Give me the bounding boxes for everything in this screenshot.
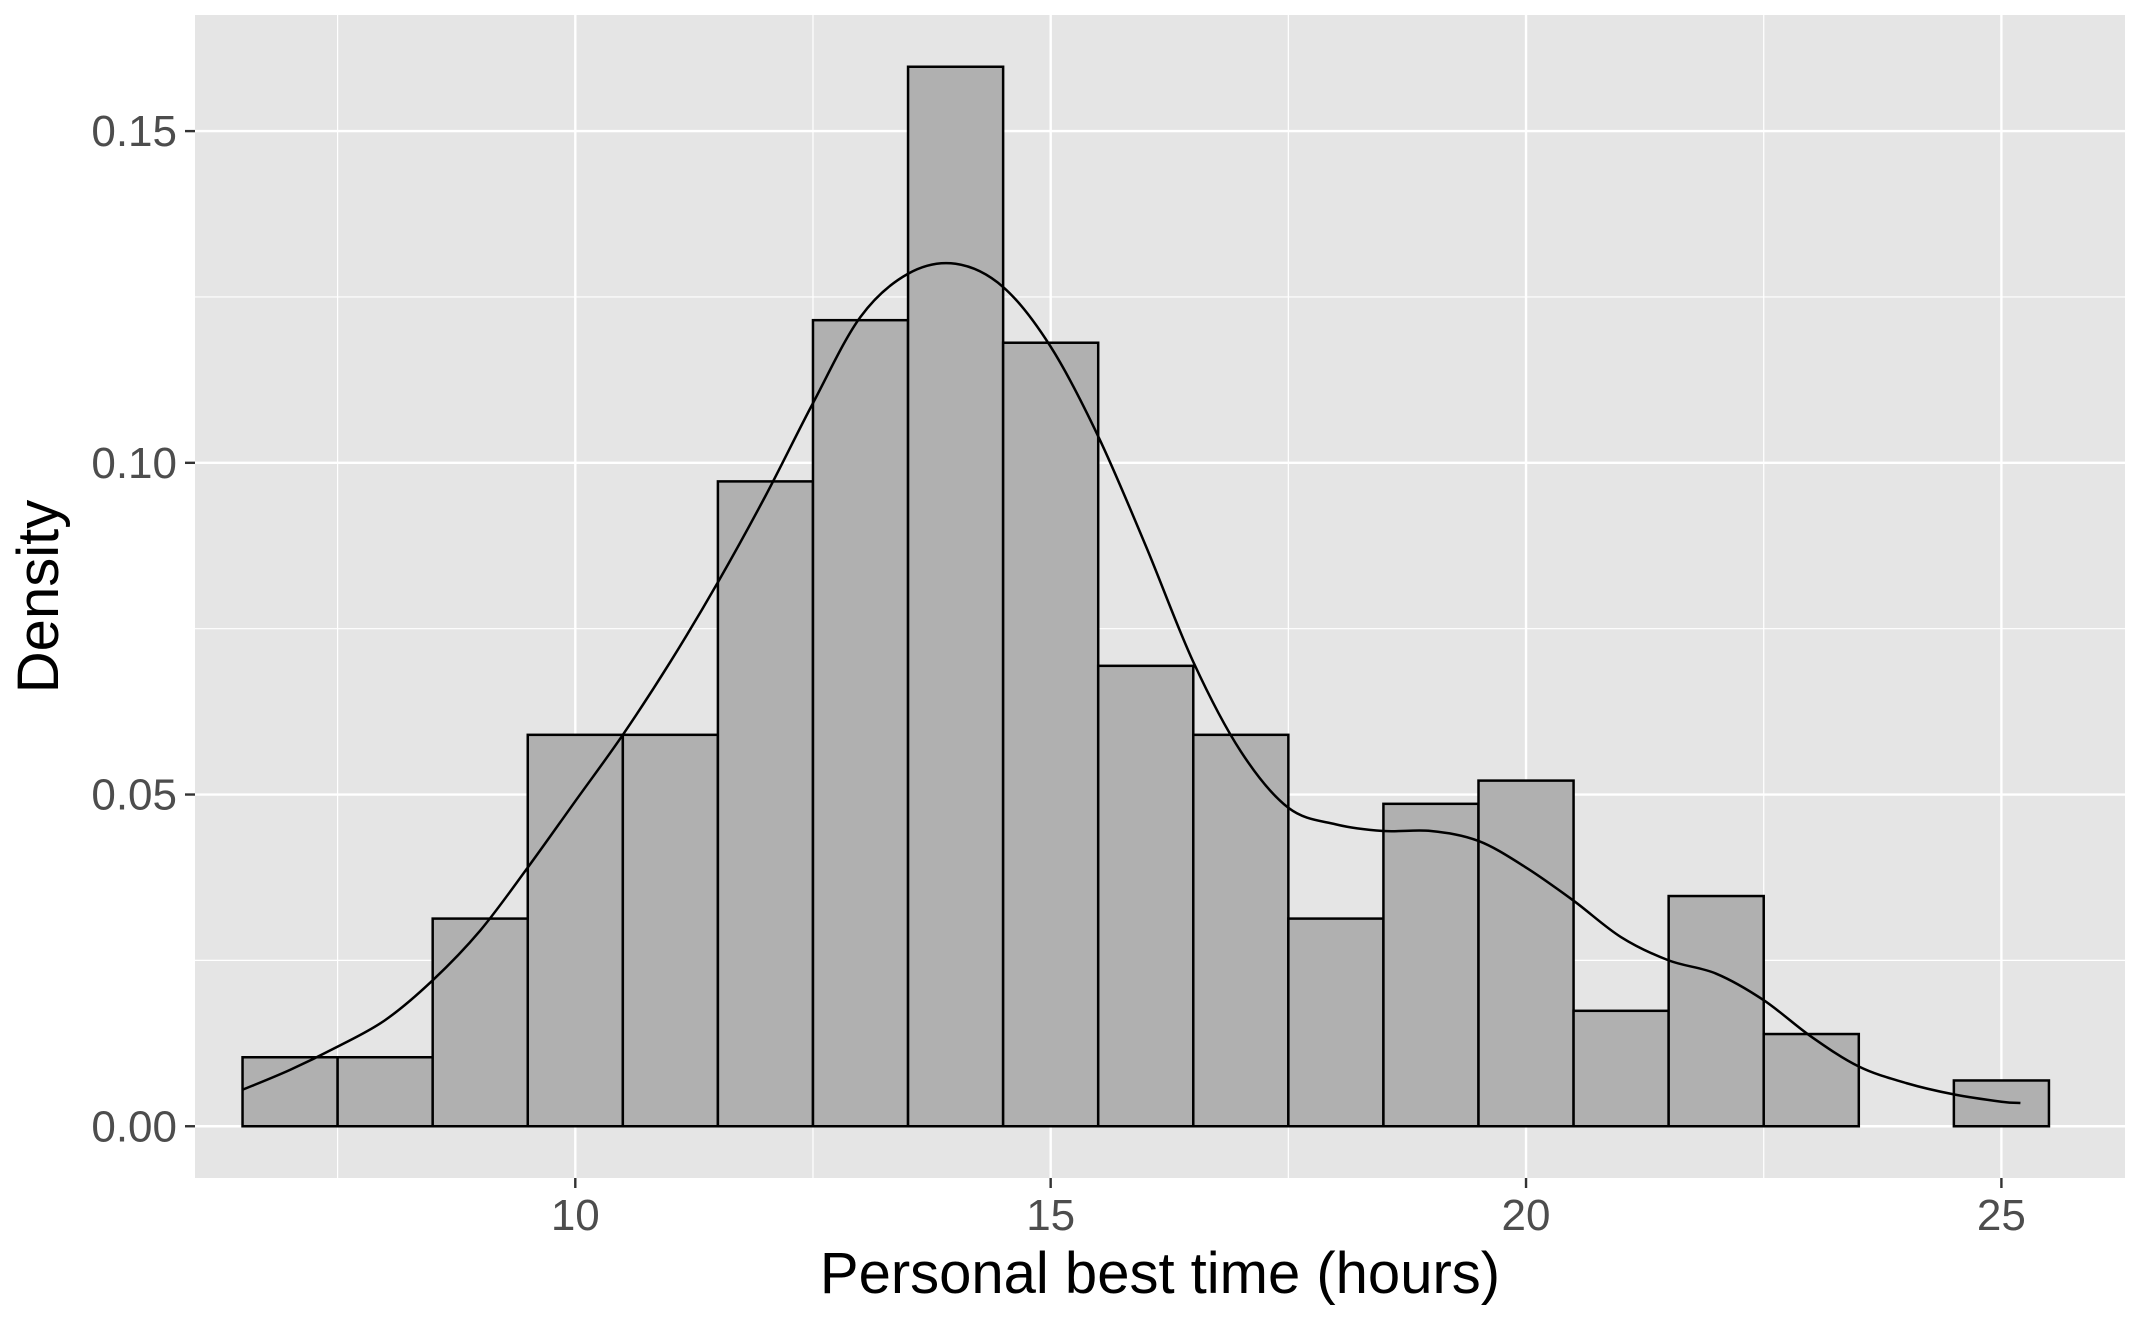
y-tick-label: 0.05 bbox=[91, 771, 177, 820]
histogram-bar bbox=[241, 1056, 339, 1128]
histogram-bar bbox=[621, 733, 720, 1128]
histogram-bar bbox=[1382, 802, 1480, 1128]
y-axis: 0.00 0.05 0.10 0.15 bbox=[91, 107, 195, 1151]
histogram-bar bbox=[1762, 1032, 1861, 1128]
histogram-bar bbox=[431, 917, 530, 1128]
histogram-bar bbox=[811, 318, 910, 1128]
y-axis-title: Density bbox=[6, 500, 71, 693]
histogram-bar bbox=[336, 1056, 434, 1128]
histogram-bar bbox=[1096, 664, 1195, 1128]
histogram-bar bbox=[526, 733, 625, 1128]
histogram-bars bbox=[241, 65, 2051, 1128]
y-tick-label: 0.15 bbox=[91, 107, 177, 156]
x-axis-title: Personal best time (hours) bbox=[820, 1241, 1500, 1306]
histogram-bar bbox=[1952, 1079, 2051, 1128]
x-tick-label: 10 bbox=[551, 1191, 600, 1240]
x-axis: 10 15 20 25 bbox=[551, 1178, 2026, 1240]
y-tick-label: 0.00 bbox=[91, 1102, 177, 1151]
histogram-bar bbox=[1001, 341, 1100, 1128]
histogram-bar bbox=[1287, 917, 1385, 1128]
histogram-bar bbox=[1572, 1009, 1670, 1128]
x-tick-label: 15 bbox=[1026, 1191, 1075, 1240]
density-curve bbox=[242, 261, 2021, 1105]
histogram-bar bbox=[1667, 894, 1765, 1128]
x-tick-label: 20 bbox=[1502, 1191, 1551, 1240]
histogram-bar bbox=[1477, 779, 1575, 1128]
y-tick-label: 0.10 bbox=[91, 439, 177, 488]
x-tick-label: 25 bbox=[1977, 1191, 2026, 1240]
histogram-bar bbox=[716, 480, 815, 1128]
histogram-bar bbox=[906, 65, 1005, 1128]
